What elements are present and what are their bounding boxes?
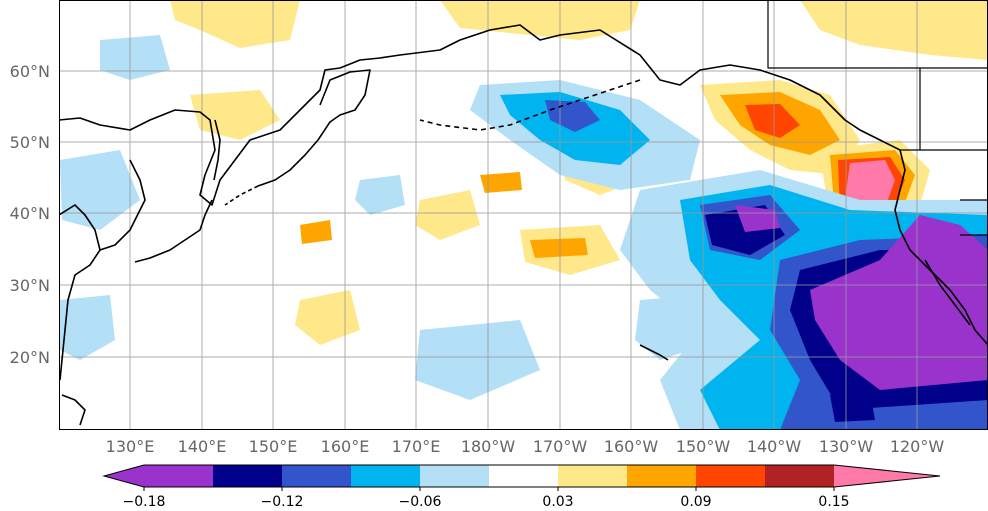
anomaly-patch-positive — [190, 90, 280, 140]
colorbar-extend-low — [104, 465, 144, 487]
anomaly-patch-positive — [415, 190, 480, 240]
anomaly-patch-negative — [100, 35, 170, 80]
anomaly-patch-positive — [530, 238, 588, 258]
colorbar-segment — [696, 465, 765, 487]
lat-label: 50°N — [10, 133, 50, 152]
coastline-sakhalin — [213, 119, 221, 181]
anomaly-patch-positive — [800, 0, 988, 60]
anomaly-patch-negative — [735, 205, 780, 232]
anomaly-patch-negative — [60, 295, 115, 360]
lon-label: 140°W — [747, 437, 802, 456]
colorbar-tick-label: −0.06 — [399, 494, 442, 510]
colorbar-tick-labels: −0.18 −0.12 −0.06 0.03 0.09 0.15 — [123, 494, 850, 510]
lat-label: 60°N — [10, 62, 50, 81]
anomaly-patch-positive — [295, 290, 360, 345]
colorbar-tick-label: −0.12 — [261, 494, 304, 510]
political-borders — [767, 0, 988, 236]
longitude-labels: 130°E 140°E 150°E 160°E 170°E 180°W 170°… — [106, 437, 945, 456]
colorbar-extend-high — [834, 465, 940, 487]
colorbar-segment — [558, 465, 627, 487]
lon-label: 150°W — [676, 437, 731, 456]
colorbar — [102, 464, 941, 491]
coastlines — [59, 0, 988, 426]
anomaly-patch-negative — [545, 100, 600, 132]
coastline-aleutians — [419, 79, 641, 131]
lat-label: 20°N — [10, 348, 50, 367]
colorbar-tick-label: 0.03 — [542, 494, 573, 510]
anomaly-patch-negative — [355, 175, 405, 215]
colorbar-segment — [144, 465, 213, 487]
colorbar-segment — [282, 465, 351, 487]
coastline-japan — [134, 199, 213, 263]
map-panel — [59, 0, 988, 430]
coastline-siberia — [59, 24, 561, 206]
coastline-baja — [924, 259, 971, 326]
colorbar-segment — [765, 465, 834, 487]
colorbar-segment — [351, 465, 420, 487]
coastline-philippines — [61, 394, 86, 426]
anomaly-patch-positive — [300, 220, 332, 244]
lon-label: 160°E — [321, 437, 370, 456]
colorbar-segment — [627, 465, 696, 487]
lon-label: 130°W — [819, 437, 874, 456]
coastline-alaska — [559, 29, 901, 151]
lon-label: 170°W — [533, 437, 588, 456]
latitude-labels: 60°N 50°N 40°N 30°N 20°N — [10, 62, 50, 367]
lon-label: 140°E — [178, 437, 227, 456]
lon-label: 170°E — [392, 437, 441, 456]
lon-label: 120°W — [890, 437, 945, 456]
colorbar-segment — [213, 465, 282, 487]
lon-label: 180°W — [461, 437, 516, 456]
coastline-hawaii — [639, 344, 669, 361]
anomaly-patch-positive — [480, 172, 522, 193]
anomaly-patch-negative — [415, 320, 540, 400]
lon-label: 160°W — [604, 437, 659, 456]
coastline-china — [59, 204, 101, 381]
anomaly-field — [60, 0, 988, 430]
lon-label: 130°E — [106, 437, 155, 456]
lon-label: 150°E — [249, 437, 298, 456]
lat-label: 40°N — [10, 204, 50, 223]
anomaly-patch-negative — [810, 215, 988, 390]
coastline-korea — [99, 159, 146, 251]
colorbar-tick-label: −0.18 — [123, 494, 166, 510]
colorbar-tick-label: 0.15 — [818, 494, 849, 510]
colorbar-segment — [420, 465, 489, 487]
graticule — [59, 0, 988, 430]
anomaly-patch-positive — [745, 104, 800, 138]
coastline-kamchatka — [257, 69, 371, 187]
anomaly-patch-negative — [830, 392, 875, 422]
lat-label: 30°N — [10, 276, 50, 295]
colorbar-tick-label: 0.09 — [680, 494, 711, 510]
coastline-na-west — [894, 149, 988, 346]
colorbar-segment — [489, 465, 558, 487]
